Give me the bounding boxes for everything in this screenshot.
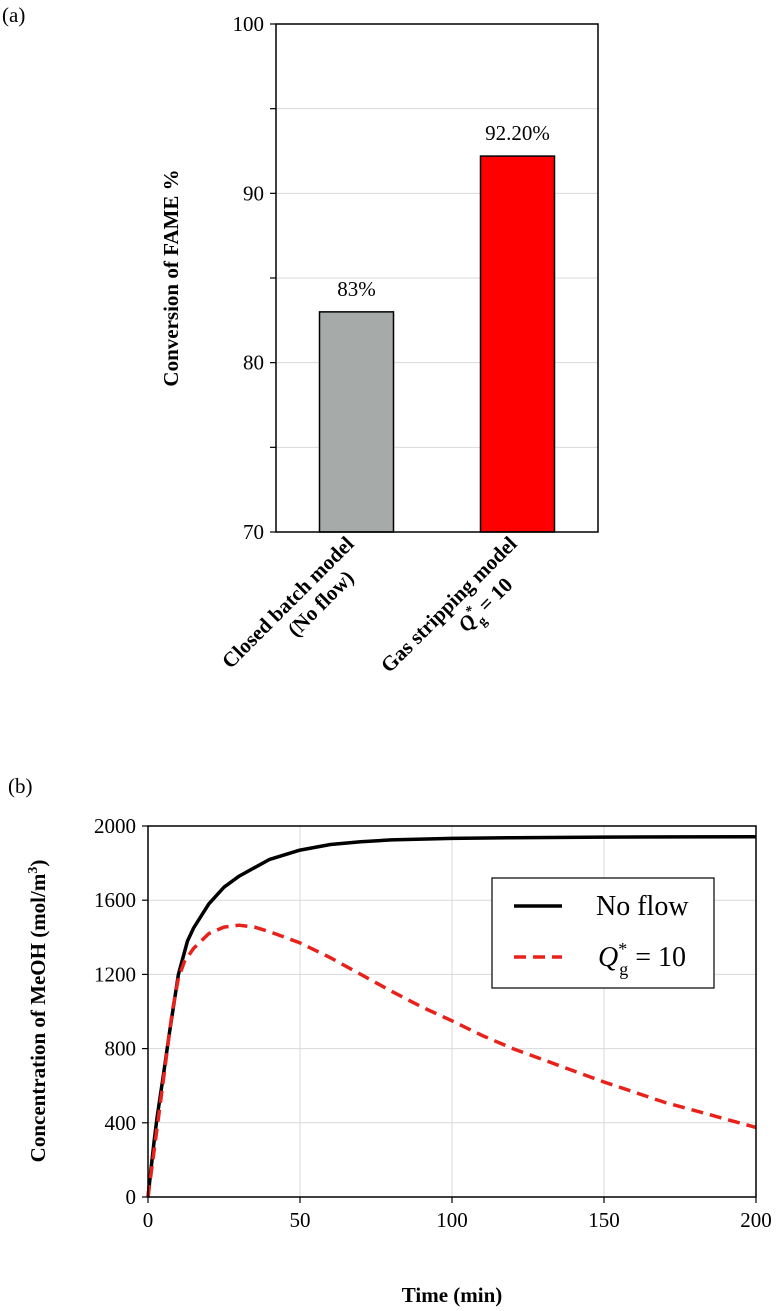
category-label-closed-batch: Closed batch model (No flow) xyxy=(217,531,359,673)
line-chart-series xyxy=(146,835,757,1198)
line-y-tick-label: 1600 xyxy=(94,888,136,912)
bar-y-tick-label: 100 xyxy=(233,12,265,36)
y-title-sup: 3 xyxy=(26,867,41,874)
bar-chart-data-labels: 83% 92.20% xyxy=(337,121,550,301)
line-x-tick-label: 150 xyxy=(588,1208,620,1232)
bar-data-label-1: 92.20% xyxy=(485,121,550,145)
legend-qg-main: Q xyxy=(598,942,618,973)
bar-y-tick-label: 90 xyxy=(243,181,264,205)
line-x-tick-label: 100 xyxy=(436,1208,468,1232)
line-x-tick-label: 0 xyxy=(143,1208,154,1232)
bar-1 xyxy=(479,155,556,533)
panel-label-b: (b) xyxy=(8,774,33,798)
series-line-1 xyxy=(146,923,757,1198)
line-y-tick-label: 1200 xyxy=(94,962,136,986)
bar-chart-bars xyxy=(318,155,556,533)
line-y-tick-label: 800 xyxy=(105,1037,137,1061)
line-x-tick-label: 50 xyxy=(290,1208,311,1232)
bar-chart: 70 80 90 100 83% 92.20% Conversion of FAME %… xyxy=(159,12,599,677)
legend-label-no-flow: No flow xyxy=(596,891,689,922)
legend-qg-sub: g xyxy=(619,959,628,979)
y-title-end: ) xyxy=(26,860,50,867)
line-chart-x-ticks: 0 50 100 150 200 xyxy=(143,1197,772,1232)
line-chart-x-axis-title: Time (min) xyxy=(402,1283,503,1307)
legend-box xyxy=(491,877,715,989)
bar-data-label-0: 83% xyxy=(337,277,376,301)
line-chart-y-ticks: 0 400 800 1200 1600 2000 xyxy=(94,814,148,1209)
line-y-tick-label: 0 xyxy=(126,1185,137,1209)
line-y-tick-label: 2000 xyxy=(94,814,136,838)
line-chart-y-axis-title: Concentration of MeOH (mol/m3) xyxy=(26,860,50,1163)
legend-qg-rest: = 10 xyxy=(628,942,686,973)
bar-chart-y-axis-title: Conversion of FAME % xyxy=(159,169,183,386)
category-label-gas-stripping: Gas stripping model Q*g = 10 xyxy=(376,531,522,677)
y-title-main: Concentration of MeOH (mol/m xyxy=(26,873,50,1162)
panel-label-a: (a) xyxy=(2,3,25,27)
bar-y-tick-label: 80 xyxy=(243,351,264,375)
line-chart: 0 400 800 1200 1600 2000 0 50 100 150 200 Time (m… xyxy=(26,814,772,1307)
legend: No flow Q* g = 10 xyxy=(491,877,715,989)
bar-chart-y-ticks: 70 80 90 100 xyxy=(233,12,276,544)
legend-label-qg: Q* g = 10 xyxy=(598,939,686,979)
bar-y-tick-label: 70 xyxy=(243,520,264,544)
bar-0 xyxy=(318,311,395,533)
line-x-tick-label: 200 xyxy=(740,1208,772,1232)
legend-qg-sup: * xyxy=(618,939,627,959)
line-y-tick-label: 400 xyxy=(105,1111,137,1135)
